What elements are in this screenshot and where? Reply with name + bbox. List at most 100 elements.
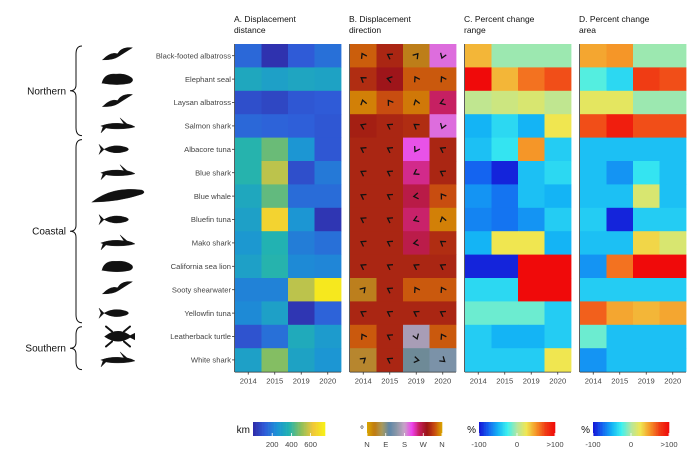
legend-swatch — [417, 422, 419, 436]
legend-swatch — [440, 422, 443, 436]
direction-arrow — [386, 123, 394, 130]
heatmap-cell — [261, 90, 289, 115]
species-label-white-shark: White shark — [191, 356, 231, 365]
legend-swatch — [537, 422, 539, 436]
species-label-black-footed-albatross: Black-footed albatross — [156, 51, 231, 60]
direction-arrow — [439, 170, 447, 177]
legend-swatch — [618, 422, 620, 436]
heatmap-cell — [606, 324, 634, 349]
legend-swatch — [528, 422, 530, 436]
legend-swatch — [530, 422, 533, 436]
direction-arrow — [412, 52, 419, 60]
direction-arrow — [360, 147, 367, 154]
legend-0: km 200 400 600 — [237, 422, 326, 449]
legend-swatch — [414, 422, 417, 436]
legend-swatch — [491, 422, 494, 436]
legend-swatch — [315, 422, 317, 436]
legend-swatch — [486, 422, 489, 436]
heatmap-cell — [659, 184, 687, 209]
direction-arrow — [412, 333, 420, 340]
heatmap-cell — [261, 161, 289, 185]
legend-swatch — [657, 422, 660, 436]
heatmap-cell — [633, 278, 660, 302]
heatmap-cell — [429, 348, 457, 372]
heatmap-cell — [350, 207, 377, 232]
legend-swatch — [637, 422, 639, 436]
legend-swatch — [309, 422, 311, 436]
heatmap-cell — [544, 348, 572, 372]
legend-swatch — [523, 422, 525, 436]
legend-swatch — [641, 422, 643, 436]
species-label-leatherback-turtle: Leatherback turtle — [170, 332, 231, 341]
heatmap-cell — [465, 324, 492, 349]
direction-arrow — [360, 170, 367, 177]
legend-swatch — [593, 422, 595, 436]
legend-swatch — [515, 422, 518, 436]
heatmap-cell — [518, 301, 545, 326]
heatmap-cell — [544, 254, 572, 279]
heatmap-cell — [314, 254, 342, 279]
legend-swatch — [304, 422, 307, 436]
direction-arrow — [360, 264, 367, 271]
legend-swatch — [407, 422, 409, 436]
legend-swatch — [620, 422, 623, 436]
legend-swatch — [552, 422, 555, 436]
heatmap-cell — [403, 114, 430, 138]
heatmap-cell — [235, 231, 262, 255]
heatmap-cell — [350, 254, 377, 279]
legend-swatch — [321, 422, 323, 436]
heatmap-cell — [633, 301, 660, 326]
heatmap-cell — [518, 254, 545, 279]
heatmap-cell — [376, 348, 404, 372]
heatmap-cell — [465, 207, 492, 232]
heatmap-cell — [544, 67, 572, 92]
legend-swatch — [302, 422, 304, 436]
heatmap-cell — [544, 114, 572, 138]
legend-swatch — [498, 422, 500, 436]
heatmap-cell — [429, 231, 457, 255]
direction-arrow — [386, 53, 394, 60]
heatmap-cell — [261, 44, 289, 68]
heatmap-cell — [580, 324, 607, 349]
legend-swatch — [604, 422, 606, 436]
direction-arrow — [359, 286, 366, 294]
legend-swatch — [638, 422, 641, 436]
legend-swatch — [377, 422, 379, 436]
legend-swatch — [653, 422, 656, 436]
legend-swatch — [533, 422, 536, 436]
direction-arrow — [414, 75, 421, 83]
legend-tick-label: S — [402, 440, 407, 449]
legend-swatch — [481, 422, 484, 436]
heatmap-cell — [633, 161, 660, 185]
heatmap-cell — [633, 137, 660, 162]
legend-swatch — [393, 422, 395, 436]
legend-swatch — [651, 422, 653, 436]
heatmap-cell — [465, 44, 492, 68]
heatmap-cell — [580, 301, 607, 326]
heatmap-cell — [544, 90, 572, 115]
group-label-southern: Southern — [25, 344, 66, 355]
heatmap-cell — [633, 348, 660, 372]
heatmap-cell — [465, 348, 492, 372]
california-sea-lion-silhouette-icon — [101, 260, 133, 272]
legend-unit: ° — [360, 425, 364, 436]
heatmap-cell — [580, 90, 607, 115]
heatmap-cell — [606, 184, 634, 209]
heatmap-cell — [544, 207, 572, 232]
direction-arrow — [413, 168, 420, 175]
heatmap-cell — [403, 301, 430, 326]
legend-swatch — [404, 422, 407, 436]
legend-swatch — [544, 422, 547, 436]
heatmap-cell — [606, 348, 634, 372]
heatmap-cell — [261, 184, 289, 209]
heatmap-cell — [606, 44, 634, 68]
x-tick-label: 2020 — [664, 377, 681, 386]
direction-arrow — [439, 310, 447, 317]
legend-swatch — [433, 422, 435, 436]
species-label-sooty-shearwater: Sooty shearwater — [172, 285, 232, 294]
legend-swatch — [479, 422, 481, 436]
x-tick-label: 2019 — [523, 377, 540, 386]
white-shark-silhouette-icon — [100, 351, 136, 368]
direction-arrow — [440, 286, 447, 293]
